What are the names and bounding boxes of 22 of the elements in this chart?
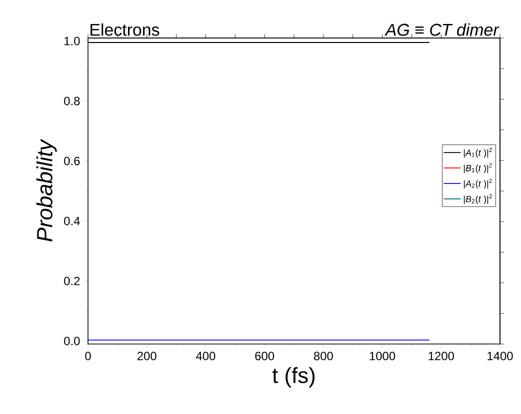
- legend-label: |A$_{1}$(t )|$^{2}$: [464, 148, 492, 158]
- x-tick-label: 1000: [370, 352, 396, 360]
- x-axis-title: t (fs): [272, 367, 315, 388]
- x-tick-label: 200: [137, 352, 156, 360]
- y-tick-label: 1.0: [64, 36, 80, 46]
- legend-label: |A$_{2}$(t )|$^{2}$: [464, 178, 492, 189]
- chart-subtitle: AG ≡ CT dimer: [384, 23, 500, 36]
- x-tick-label: 600: [255, 352, 274, 360]
- x-tick-label: 1400: [488, 352, 513, 360]
- legend-label: |B$_{2}$(t )|$^{2}$: [464, 194, 492, 204]
- y-tick-label: 0.2: [64, 276, 80, 286]
- y-axis-title: Probability: [36, 138, 57, 242]
- y-tick-label: 0.8: [64, 96, 80, 106]
- y-tick-label: 0.6: [64, 156, 80, 166]
- x-tick-label: 0: [85, 352, 91, 360]
- legend-label: |B$_{1}$(t )|$^{2}$: [464, 163, 492, 174]
- x-tick-label: 400: [196, 352, 216, 360]
- x-tick-label: 1200: [428, 352, 454, 360]
- y-tick-label: 0.4: [64, 216, 80, 226]
- y-tick-label: 0.0: [64, 336, 80, 346]
- x-tick-label: 800: [314, 352, 333, 360]
- chart-title: Electrons: [90, 23, 160, 36]
